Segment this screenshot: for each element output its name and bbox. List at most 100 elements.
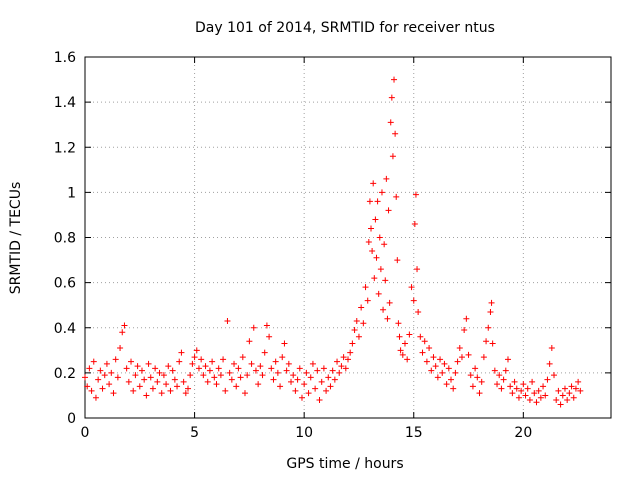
data-point xyxy=(382,277,389,284)
data-point xyxy=(259,372,266,379)
data-point xyxy=(373,254,380,261)
data-point xyxy=(233,383,240,390)
data-point xyxy=(380,306,387,313)
data-point xyxy=(383,175,390,182)
data-point xyxy=(401,340,408,347)
data-point xyxy=(167,387,174,394)
data-point xyxy=(474,374,481,381)
y-tick-label: 1.2 xyxy=(54,140,76,156)
data-point xyxy=(327,383,334,390)
data-point xyxy=(292,387,299,394)
data-point xyxy=(176,358,183,365)
data-point xyxy=(415,308,422,315)
data-point xyxy=(518,387,525,394)
data-point xyxy=(108,369,115,376)
data-point xyxy=(152,365,159,372)
data-point xyxy=(511,378,518,385)
data-point xyxy=(396,333,403,340)
data-point xyxy=(329,367,336,374)
data-point xyxy=(452,369,459,376)
data-point xyxy=(443,381,450,388)
data-point xyxy=(316,396,323,403)
data-point xyxy=(255,381,262,388)
data-point xyxy=(366,198,373,205)
data-point xyxy=(515,394,522,401)
data-point xyxy=(110,390,117,397)
plot-border xyxy=(84,56,612,419)
data-point xyxy=(294,376,301,383)
data-point xyxy=(526,396,533,403)
data-point xyxy=(445,365,452,372)
data-point xyxy=(559,392,566,399)
data-point xyxy=(307,374,314,381)
data-point xyxy=(309,360,316,367)
data-point xyxy=(112,356,119,363)
data-point xyxy=(524,385,531,392)
data-point xyxy=(160,372,167,379)
data-point xyxy=(487,308,494,315)
data-point xyxy=(507,383,514,390)
data-point xyxy=(323,387,330,394)
data-point xyxy=(90,358,97,365)
data-point xyxy=(426,345,433,352)
data-point xyxy=(520,381,527,388)
data-point xyxy=(252,367,259,374)
data-point xyxy=(494,381,501,388)
data-point xyxy=(198,356,205,363)
data-point xyxy=(342,365,349,372)
data-point xyxy=(244,372,251,379)
data-point xyxy=(235,365,242,372)
data-point xyxy=(381,241,388,248)
data-point xyxy=(555,387,562,394)
data-point xyxy=(128,358,135,365)
data-point xyxy=(288,378,295,385)
data-point xyxy=(397,347,404,354)
data-point xyxy=(119,329,126,336)
data-point xyxy=(246,338,253,345)
data-point xyxy=(114,374,121,381)
data-point xyxy=(274,369,281,376)
data-point xyxy=(374,198,381,205)
data-point xyxy=(364,297,371,304)
data-point xyxy=(189,360,196,367)
data-point xyxy=(561,385,568,392)
data-point xyxy=(325,374,332,381)
data-point xyxy=(213,381,220,388)
data-point xyxy=(134,363,141,370)
data-point xyxy=(414,266,421,273)
data-point xyxy=(298,394,305,401)
data-point xyxy=(388,94,395,101)
y-tick-label: 1.6 xyxy=(54,50,76,66)
data-point xyxy=(224,317,231,324)
data-point xyxy=(463,315,470,322)
data-point xyxy=(575,378,582,385)
data-point xyxy=(548,345,555,352)
data-point xyxy=(163,381,170,388)
data-point xyxy=(491,367,498,374)
data-point xyxy=(428,367,435,374)
data-point xyxy=(488,299,495,306)
data-point xyxy=(211,374,218,381)
data-point xyxy=(226,369,233,376)
data-point xyxy=(101,372,108,379)
data-point xyxy=(103,360,110,367)
x-axis-title: GPS time / hours xyxy=(286,456,403,472)
data-point xyxy=(546,360,553,367)
data-point xyxy=(143,392,150,399)
data-point xyxy=(191,354,198,361)
data-point xyxy=(570,394,577,401)
data-point xyxy=(448,376,455,383)
data-points xyxy=(82,76,584,408)
data-point xyxy=(334,358,341,365)
data-point xyxy=(480,354,487,361)
data-point xyxy=(513,385,520,392)
data-point xyxy=(533,399,540,406)
data-point xyxy=(439,369,446,376)
data-point xyxy=(182,390,189,397)
chart-title: Day 101 of 2014, SRMTID for receiver ntu… xyxy=(195,20,495,36)
data-point xyxy=(358,304,365,311)
y-tick-labels: 0 0.2 0.4 0.6 0.8 1 1.2 1.4 1.6 xyxy=(54,50,76,427)
data-point xyxy=(456,345,463,352)
data-point xyxy=(88,387,95,394)
data-point xyxy=(178,349,185,356)
